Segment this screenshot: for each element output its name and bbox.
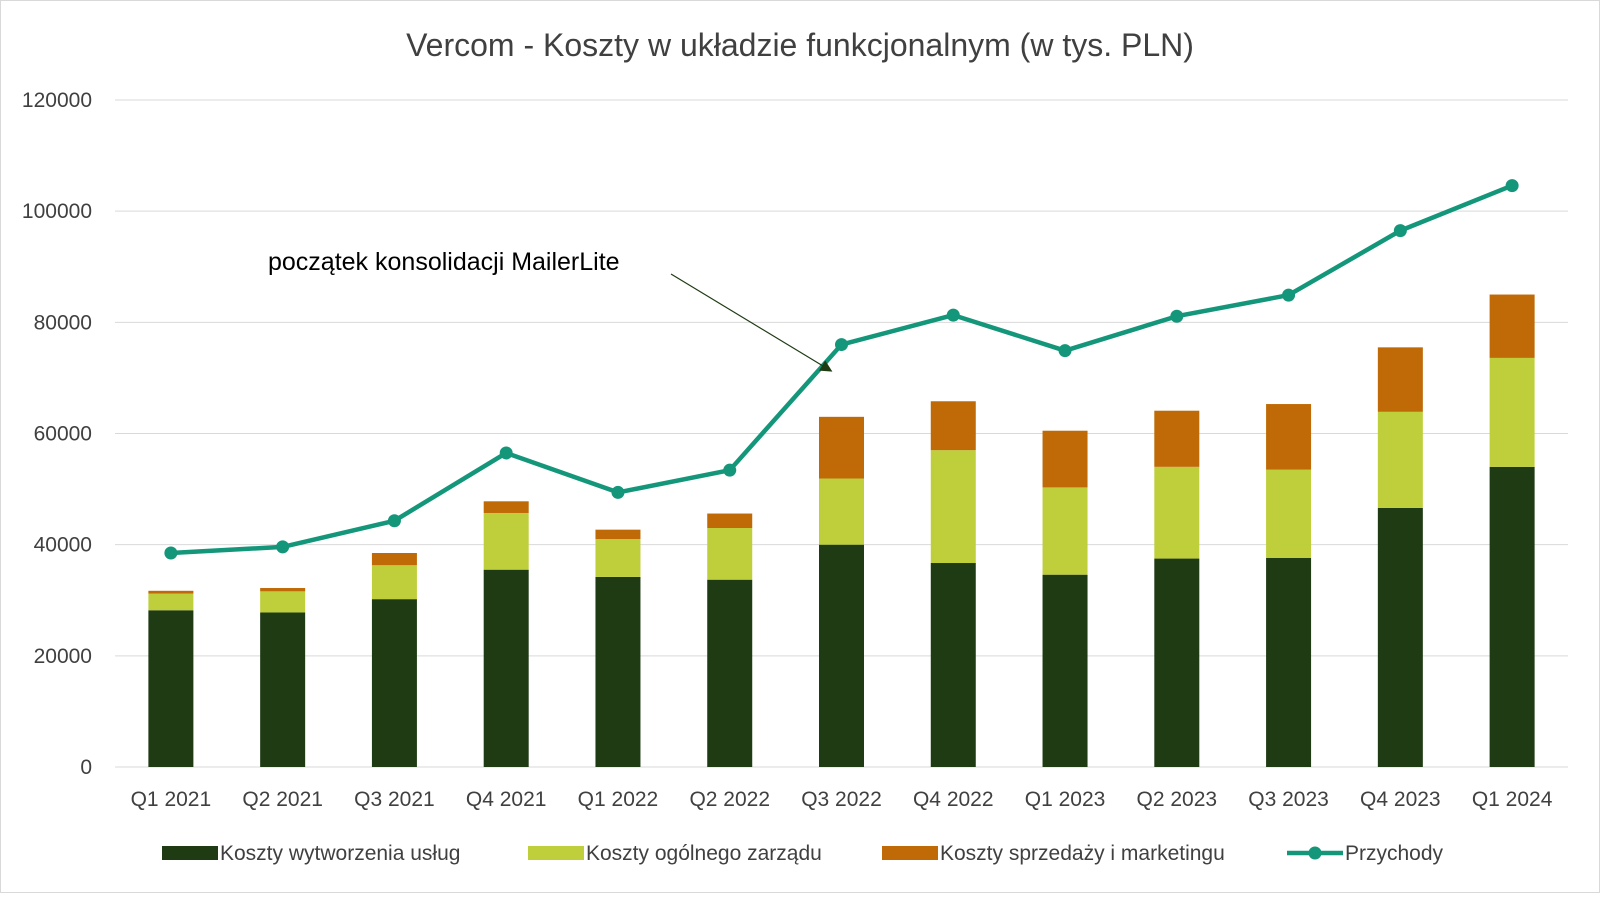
chart-title: Vercom - Koszty w układzie funkcjonalnym… [406, 27, 1194, 63]
bar-segment [930, 401, 976, 451]
bar-segment [1377, 347, 1423, 412]
legend-swatch [528, 846, 584, 860]
y-tick-label: 60000 [34, 423, 92, 446]
x-tick-label: Q4 2023 [1360, 788, 1441, 811]
bar-segment [707, 513, 753, 528]
bar-segment [1489, 357, 1535, 467]
bar-segment [260, 588, 306, 592]
bar-segment [1154, 410, 1200, 467]
revenue-point [1170, 309, 1184, 323]
bar-segment [371, 553, 417, 566]
x-tick-label: Q3 2022 [801, 788, 882, 811]
revenue-point [723, 463, 737, 477]
legend-swatch [162, 846, 218, 860]
x-tick-label: Q4 2022 [913, 788, 994, 811]
bar-segment [819, 478, 864, 545]
y-tick-label: 20000 [34, 645, 92, 668]
x-tick-label: Q4 2021 [466, 788, 547, 811]
x-tick-label: Q2 2023 [1137, 788, 1218, 811]
bar-segment [1489, 466, 1535, 767]
legend-marker [1308, 846, 1322, 860]
revenue-point [611, 485, 625, 499]
bar-segment [1154, 466, 1200, 559]
bar-segment [1489, 294, 1535, 358]
y-tick-label: 0 [80, 756, 92, 779]
bar-segment [148, 590, 194, 594]
revenue-point [946, 308, 960, 322]
bar-segment [1266, 469, 1312, 559]
bar-segment [483, 569, 529, 767]
revenue-point [387, 514, 401, 528]
legend-label: Koszty sprzedaży i marketingu [940, 842, 1225, 865]
x-tick-label: Q1 2024 [1472, 788, 1553, 811]
revenue-point [1393, 224, 1407, 238]
y-tick-label: 100000 [22, 200, 92, 223]
legend-label: Koszty ogólnego zarządu [586, 842, 822, 865]
bar-segment [148, 593, 194, 611]
revenue-point [835, 338, 848, 352]
bar-segment [483, 501, 529, 513]
bar-segment [595, 539, 641, 577]
bar-segment [930, 563, 976, 767]
x-tick-label: Q1 2022 [578, 788, 659, 811]
bars [148, 294, 1535, 767]
bar-segment [260, 612, 306, 767]
x-tick-label: Q3 2021 [354, 788, 435, 811]
bar-segment [260, 591, 306, 613]
revenue-point [1505, 179, 1519, 193]
x-tick-label: Q2 2022 [689, 788, 770, 811]
y-tick-label: 120000 [22, 89, 92, 112]
axes: 0 20000 40000 60000 80000 100000 120000 Q1 2021… [22, 89, 1553, 811]
bar-segment [483, 512, 529, 570]
bar-segment [148, 610, 194, 767]
legend: Koszty wytworzenia usług Koszty ogólnego … [162, 842, 1444, 865]
annotation: początek konsolidacji MailerLite [268, 248, 833, 372]
bar-segment [819, 544, 864, 767]
revenue-point [1058, 344, 1072, 358]
bar-segment [1266, 404, 1312, 470]
legend-swatch [882, 846, 938, 860]
revenue-point [1282, 288, 1296, 302]
annotation-arrow [670, 273, 833, 372]
bar-segment [1377, 507, 1423, 767]
x-tick-label: Q1 2021 [131, 788, 212, 811]
revenue-point [499, 446, 513, 460]
bar-segment [1042, 574, 1088, 767]
bar-segment [930, 450, 976, 564]
revenue-line-group [164, 179, 1519, 560]
bar-segment [1377, 411, 1423, 508]
x-tick-label: Q1 2023 [1025, 788, 1106, 811]
bar-segment [371, 565, 417, 600]
x-tick-label: Q3 2023 [1248, 788, 1329, 811]
x-tick-label: Q2 2021 [242, 788, 323, 811]
bar-segment [1042, 430, 1088, 488]
bar-segment [595, 576, 641, 767]
bar-segment [371, 599, 417, 767]
bar-segment [595, 529, 641, 540]
bar-segment [1154, 558, 1200, 767]
bar-segment [1042, 487, 1088, 575]
annotation-text: początek konsolidacji MailerLite [268, 248, 620, 276]
revenue-point [164, 546, 178, 560]
y-tick-label: 80000 [34, 311, 92, 334]
revenue-point [276, 540, 290, 554]
bar-segment [707, 579, 753, 767]
bar-segment [819, 416, 864, 479]
legend-label: Koszty wytworzenia usług [220, 842, 460, 865]
bar-segment [707, 527, 753, 580]
y-tick-label: 40000 [34, 534, 92, 557]
bar-segment [1266, 558, 1312, 767]
legend-label: Przychody [1345, 842, 1444, 865]
